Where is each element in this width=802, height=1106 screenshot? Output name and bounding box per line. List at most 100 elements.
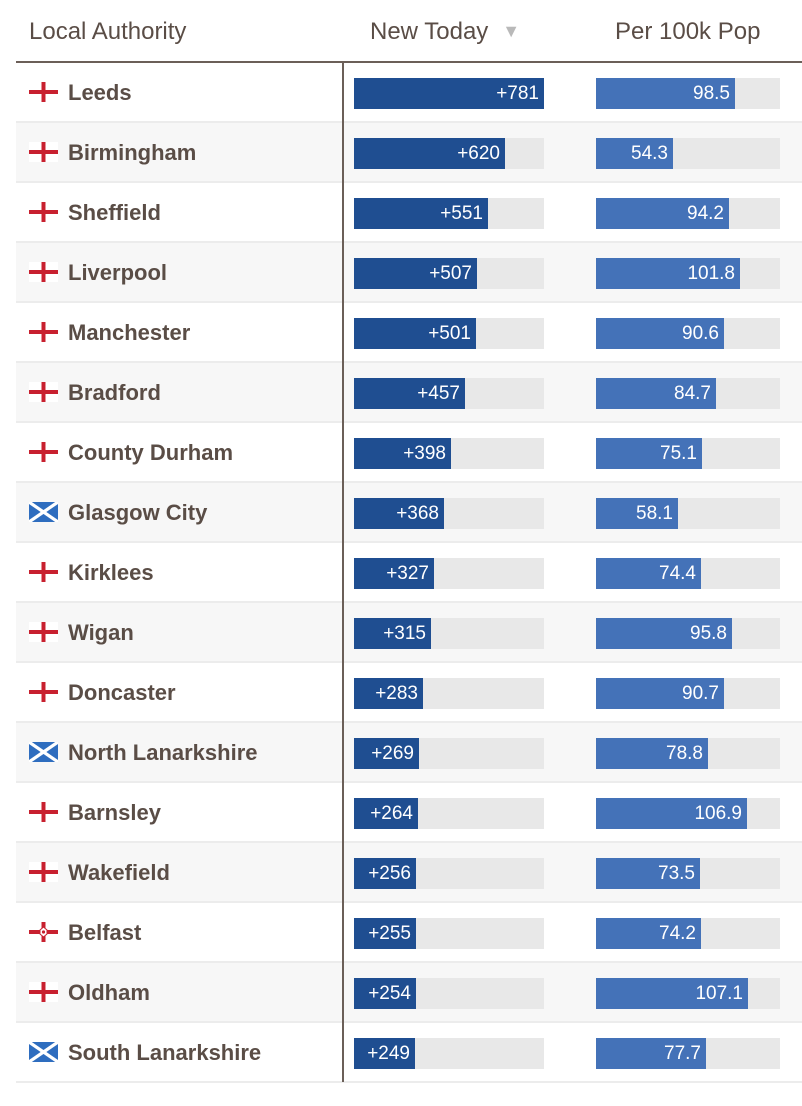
per-100k-bar: 98.5 <box>596 78 735 109</box>
table-row[interactable]: Wigan +315 95.8 <box>16 603 802 663</box>
table-row[interactable]: Wakefield +256 73.5 <box>16 843 802 903</box>
table-row[interactable]: Birmingham +620 54.3 <box>16 123 802 183</box>
authority-name: Birmingham <box>68 140 197 165</box>
new-today-bar-track: +620 <box>354 138 544 169</box>
new-today-bar-track: +264 <box>354 798 544 829</box>
table-row[interactable]: Bradford +457 84.7 <box>16 363 802 423</box>
new-today-bar: +264 <box>354 798 418 829</box>
new-today-bar-track: +254 <box>354 978 544 1009</box>
per-100k-bar-track: 94.2 <box>596 198 780 229</box>
new-today-bar-track: +507 <box>354 258 544 289</box>
new-today-bar-track: +256 <box>354 858 544 889</box>
per-100k-bar: 95.8 <box>596 618 732 649</box>
england-flag-icon <box>29 382 58 402</box>
per-100k-bar-track: 77.7 <box>596 1038 780 1069</box>
table-row[interactable]: Leeds +781 98.5 <box>16 63 802 123</box>
new-today-bar: +781 <box>354 78 544 109</box>
authority-name: Kirklees <box>68 560 154 585</box>
scotland-flag-icon <box>29 502 58 522</box>
per-100k-bar: 106.9 <box>596 798 747 829</box>
authority-name: Sheffield <box>68 200 161 225</box>
per-100k-bar: 74.2 <box>596 918 701 949</box>
new-today-bar-track: +398 <box>354 438 544 469</box>
new-today-column-header[interactable]: New Today ▼ <box>370 18 520 46</box>
per-100k-bar-track: 75.1 <box>596 438 780 469</box>
per-100k-bar: 78.8 <box>596 738 708 769</box>
column-divider <box>342 62 344 1082</box>
scotland-flag-icon <box>29 742 58 762</box>
table-row[interactable]: Doncaster +283 90.7 <box>16 663 802 723</box>
table-row[interactable]: Barnsley +264 106.9 <box>16 783 802 843</box>
authority-name: South Lanarkshire <box>68 1040 262 1065</box>
per-100k-bar-track: 107.1 <box>596 978 780 1009</box>
new-today-bar: +256 <box>354 858 416 889</box>
per-100k-bar-track: 90.7 <box>596 678 780 709</box>
local-authority-column-header[interactable]: Local Authority <box>29 18 187 45</box>
new-today-bar: +269 <box>354 738 419 769</box>
new-today-bar: +457 <box>354 378 465 409</box>
authority-name: Glasgow City <box>68 500 208 525</box>
new-today-bar: +327 <box>354 558 434 589</box>
per-100k-bar: 75.1 <box>596 438 702 469</box>
table-row[interactable]: Liverpool +507 101.8 <box>16 243 802 303</box>
table-row[interactable]: Oldham +254 107.1 <box>16 963 802 1023</box>
table-row[interactable]: South Lanarkshire +249 77.7 <box>16 1023 802 1083</box>
new-today-bar-track: +249 <box>354 1038 544 1069</box>
new-today-bar: +551 <box>354 198 488 229</box>
authority-name: Liverpool <box>68 260 168 285</box>
per-100k-bar: 74.4 <box>596 558 701 589</box>
per-100k-bar: 101.8 <box>596 258 740 289</box>
new-today-bar: +254 <box>354 978 416 1009</box>
table-row[interactable]: North Lanarkshire +269 78.8 <box>16 723 802 783</box>
table-row[interactable]: Kirklees +327 74.4 <box>16 543 802 603</box>
new-today-bar-track: +315 <box>354 618 544 649</box>
per-100k-bar: 90.7 <box>596 678 724 709</box>
new-today-bar: +398 <box>354 438 451 469</box>
northern-ireland-flag-icon <box>29 922 58 942</box>
authority-name: North Lanarkshire <box>68 740 258 765</box>
authority-name: Wakefield <box>68 860 170 885</box>
table-row[interactable]: Glasgow City +368 58.1 <box>16 483 802 543</box>
per-100k-bar-track: 106.9 <box>596 798 780 829</box>
new-today-bar: +368 <box>354 498 444 529</box>
sort-descending-icon[interactable]: ▼ <box>502 21 521 41</box>
new-today-bar: +501 <box>354 318 476 349</box>
authority-name: Barnsley <box>68 800 161 825</box>
per-100k-bar: 84.7 <box>596 378 716 409</box>
per-100k-bar-track: 58.1 <box>596 498 780 529</box>
per-100k-bar: 73.5 <box>596 858 700 889</box>
per-100k-bar: 54.3 <box>596 138 673 169</box>
per-100k-bar: 107.1 <box>596 978 748 1009</box>
table-row[interactable]: Sheffield +551 94.2 <box>16 183 802 243</box>
authority-name: Manchester <box>68 320 191 345</box>
per-100k-bar: 94.2 <box>596 198 729 229</box>
table-row[interactable]: Belfast +255 74.2 <box>16 903 802 963</box>
new-today-bar-track: +255 <box>354 918 544 949</box>
authority-name: Leeds <box>68 80 132 105</box>
per-100k-bar-track: 98.5 <box>596 78 780 109</box>
new-today-bar: +255 <box>354 918 416 949</box>
authority-name: Belfast <box>68 920 142 945</box>
per-100k-bar-track: 78.8 <box>596 738 780 769</box>
new-today-bar-track: +269 <box>354 738 544 769</box>
table-row[interactable]: County Durham +398 75.1 <box>16 423 802 483</box>
per-100k-bar-track: 90.6 <box>596 318 780 349</box>
new-today-bar-track: +368 <box>354 498 544 529</box>
england-flag-icon <box>29 82 58 102</box>
per-100k-bar: 77.7 <box>596 1038 706 1069</box>
table-row[interactable]: Manchester +501 90.6 <box>16 303 802 363</box>
new-today-bar-track: +283 <box>354 678 544 709</box>
per-100k-bar-track: 54.3 <box>596 138 780 169</box>
per-100k-column-header[interactable]: Per 100k Pop <box>615 18 761 45</box>
england-flag-icon <box>29 862 58 882</box>
england-flag-icon <box>29 142 58 162</box>
per-100k-bar-track: 84.7 <box>596 378 780 409</box>
england-flag-icon <box>29 682 58 702</box>
new-today-bar-track: +457 <box>354 378 544 409</box>
england-flag-icon <box>29 562 58 582</box>
new-today-header-label: New Today <box>370 18 489 45</box>
per-100k-bar-track: 74.2 <box>596 918 780 949</box>
authority-name: County Durham <box>68 440 233 465</box>
authority-name: Doncaster <box>68 680 176 705</box>
per-100k-bar-track: 74.4 <box>596 558 780 589</box>
